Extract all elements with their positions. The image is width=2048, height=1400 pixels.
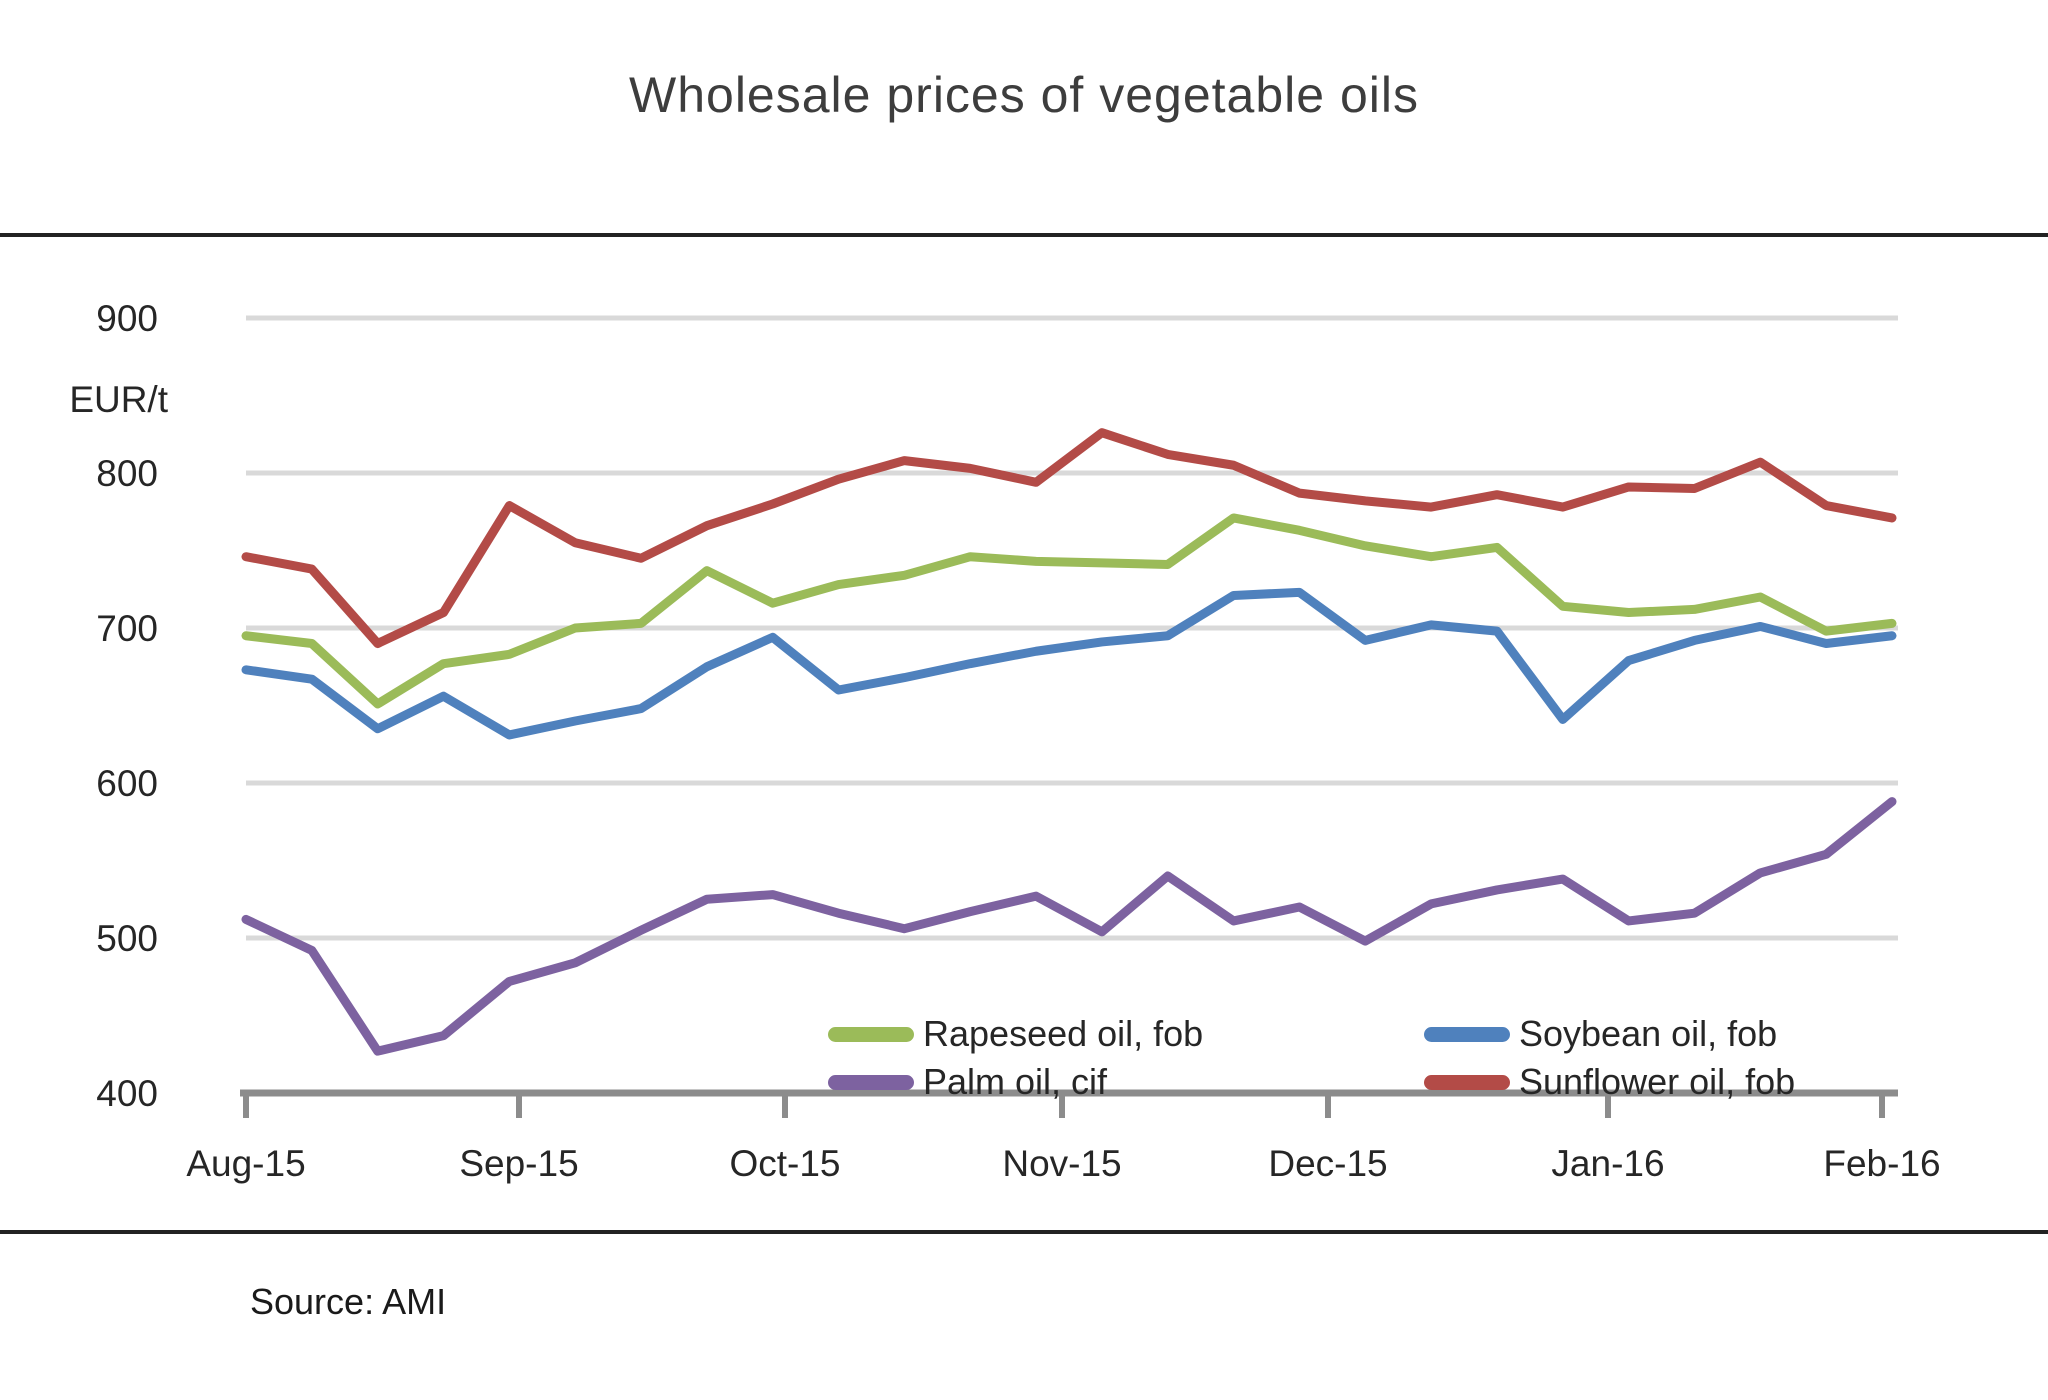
svg-text:800: 800 [96, 453, 158, 494]
legend-label-rapeseed-oil: Rapeseed oil, fob [923, 1013, 1204, 1054]
svg-text:Jan-16: Jan-16 [1551, 1143, 1664, 1184]
source-text: Source: AMI [250, 1281, 447, 1322]
svg-text:Sep-15: Sep-15 [459, 1143, 578, 1184]
legend-item-rapeseed-oil: Rapeseed oil, fob [828, 1013, 1203, 1055]
svg-text:Nov-15: Nov-15 [1002, 1143, 1121, 1184]
legend-label-palm-oil: Palm oil, cif [923, 1061, 1108, 1102]
svg-text:Feb-16: Feb-16 [1823, 1143, 1940, 1184]
svg-text:Oct-15: Oct-15 [729, 1143, 840, 1184]
legend-swatch-soybean-oil [1424, 1026, 1510, 1042]
svg-text:500: 500 [96, 918, 158, 959]
top-divider-rule [0, 233, 2048, 237]
legend-swatch-rapeseed-oil [828, 1026, 914, 1042]
legend-item-palm-oil: Palm oil, cif [828, 1061, 1107, 1103]
bottom-divider-rule [0, 1230, 2048, 1234]
legend-label-sunflower-oil: Sunflower oil, fob [1519, 1061, 1796, 1102]
svg-text:600: 600 [96, 763, 158, 804]
legend-item-sunflower-oil: Sunflower oil, fob [1424, 1061, 1795, 1103]
legend-item-soybean-oil: Soybean oil, fob [1424, 1013, 1777, 1055]
legend-swatch-palm-oil [828, 1074, 914, 1090]
svg-text:700: 700 [96, 608, 158, 649]
svg-text:400: 400 [96, 1073, 158, 1114]
legend-swatch-sunflower-oil [1424, 1074, 1510, 1090]
legend-label-soybean-oil: Soybean oil, fob [1519, 1013, 1778, 1054]
svg-text:Aug-15: Aug-15 [186, 1143, 305, 1184]
svg-text:Dec-15: Dec-15 [1268, 1143, 1387, 1184]
page-title: Wholesale prices of vegetable oils [629, 67, 1419, 123]
svg-text:EUR/t: EUR/t [69, 379, 168, 420]
svg-text:900: 900 [96, 298, 158, 339]
